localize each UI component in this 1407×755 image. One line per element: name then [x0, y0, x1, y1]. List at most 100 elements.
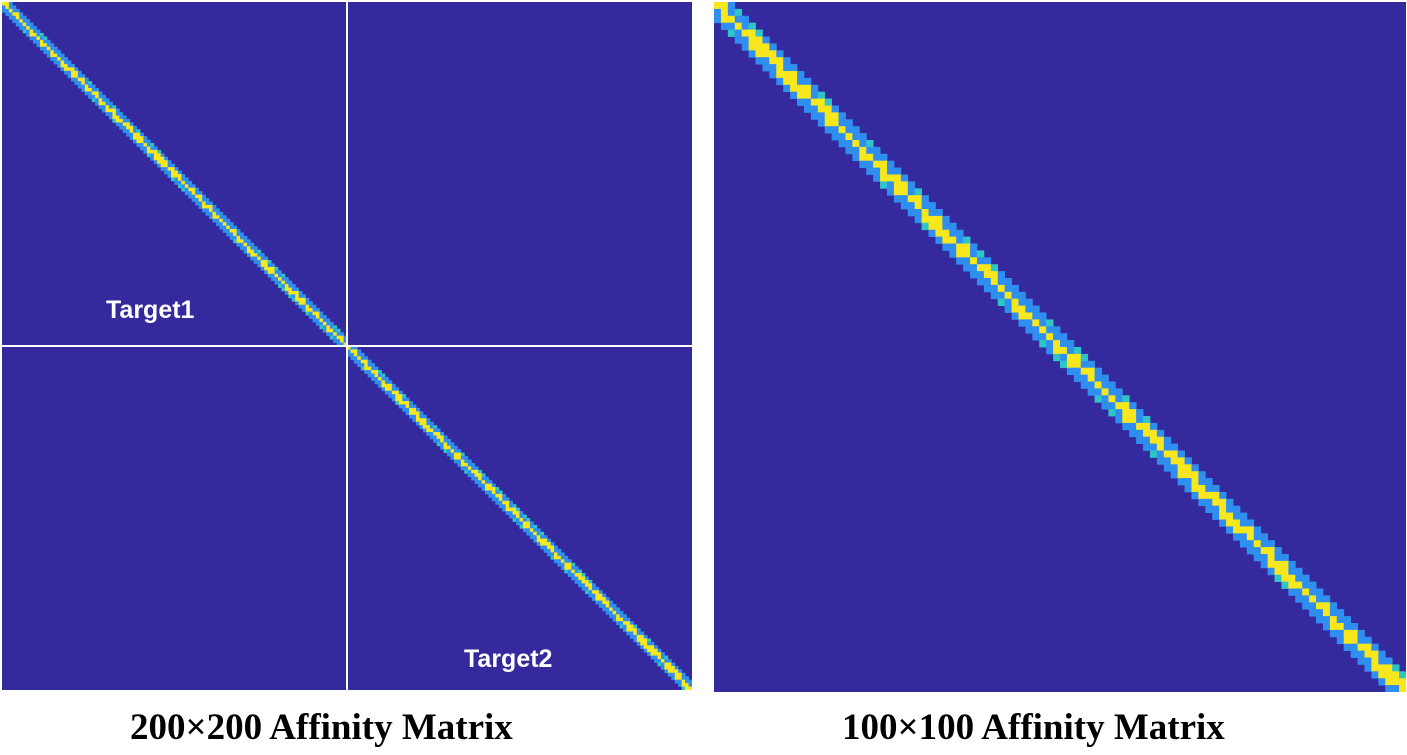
heatmap-cell: [136, 132, 141, 137]
heatmap-cell: [481, 483, 486, 488]
heatmap-cell: [667, 665, 672, 670]
heatmap-cell: [26, 32, 30, 37]
heatmap-cell: [734, 8, 743, 17]
heatmap-cell: [564, 555, 569, 560]
heatmap-cell: [471, 462, 476, 467]
heatmap-cell: [741, 43, 749, 51]
heatmap-cell: [907, 181, 916, 189]
heatmap-cell: [305, 308, 310, 312]
heatmap-cell: [1184, 485, 1192, 493]
heatmap-cell: [467, 459, 472, 464]
heatmap-cell: [22, 26, 27, 30]
heatmap-cell: [319, 318, 324, 323]
heatmap-cell: [8, 5, 13, 10]
heatmap-cell: [574, 573, 579, 577]
heatmap-cell: [1170, 457, 1179, 465]
heatmap-cell: [900, 202, 909, 210]
heatmap-cell: [678, 672, 683, 677]
heatmap-cell: [776, 77, 784, 86]
heatmap-cell: [554, 559, 558, 564]
heatmap-cell: [250, 242, 255, 247]
heatmap-cell: [1004, 305, 1012, 313]
heatmap-cell: [222, 218, 227, 223]
heatmap-cell: [540, 538, 545, 543]
heatmap-cell: [626, 621, 631, 626]
heatmap-cell: [153, 146, 158, 151]
heatmap-cell: [956, 229, 964, 237]
heatmap-cell: [246, 242, 251, 247]
heatmap-cell: [928, 202, 936, 210]
heatmap-cell: [243, 249, 248, 254]
heatmap-cell: [963, 250, 971, 258]
heatmap-cell: [295, 290, 300, 295]
heatmap-cell: [271, 266, 275, 271]
heatmap-cell: [1170, 464, 1179, 472]
heatmap-cell: [219, 211, 224, 216]
heatmap-cell: [762, 43, 770, 51]
heatmap-cell: [1246, 519, 1255, 527]
heatmap-cell: [53, 53, 58, 58]
heatmap-cell: [274, 280, 279, 285]
heatmap-cell: [859, 140, 867, 148]
heatmap-cell: [1219, 505, 1227, 513]
heatmap-cell: [540, 535, 545, 540]
heatmap-cell: [893, 167, 902, 175]
heatmap-cell: [505, 504, 510, 509]
heatmap-cell: [309, 308, 313, 312]
heatmap-cell: [209, 201, 213, 206]
heatmap-cell: [319, 311, 324, 316]
heatmap-cell: [233, 232, 237, 237]
heatmap-cell: [108, 101, 113, 106]
heatmap-cell: [1191, 478, 1199, 486]
heatmap-cell: [12, 8, 17, 13]
heatmap-cell: [378, 376, 382, 381]
heatmap-cell: [557, 552, 562, 557]
heatmap-cell: [1094, 374, 1102, 382]
heatmap-cell: [928, 215, 936, 224]
heatmap-cell: [567, 559, 572, 564]
heatmap-cell: [1080, 381, 1089, 389]
heatmap-cell: [43, 46, 48, 51]
heatmap-cell: [831, 112, 839, 120]
heatmap-cell: [457, 462, 462, 467]
heatmap-cell: [1018, 312, 1026, 320]
heatmap-cell: [84, 81, 89, 85]
heatmap-cell: [1302, 581, 1310, 589]
heatmap-cell: [817, 91, 826, 99]
heatmap-cell: [560, 562, 565, 567]
heatmap-cell: [616, 621, 620, 626]
heatmap-cell: [488, 490, 493, 495]
heatmap-cell: [956, 257, 964, 265]
heatmap-cell: [267, 270, 272, 275]
heatmap-cell: [1149, 443, 1158, 451]
heatmap-cell: [129, 125, 134, 130]
heatmap-cell: [384, 387, 389, 392]
heatmap-cell: [391, 394, 396, 398]
heatmap-cell: [720, 22, 729, 30]
heatmap-cell: [976, 264, 985, 272]
heatmap-cell: [810, 112, 819, 120]
heatmap-cell: [581, 573, 586, 577]
heatmap-cell: [57, 60, 62, 65]
heatmap-cell: [371, 366, 375, 371]
heatmap-cell: [471, 469, 476, 474]
heatmap-cell: [257, 260, 262, 264]
heatmap-cell: [443, 438, 448, 443]
heatmap-cell: [502, 497, 507, 502]
heatmap-cell: [195, 187, 200, 192]
heatmap-cell: [422, 428, 427, 433]
heatmap-cell: [1378, 650, 1386, 658]
heatmap-cell: [205, 208, 210, 213]
heatmap-cell: [1219, 491, 1227, 500]
heatmap-cell: [419, 421, 424, 426]
heatmap-cell: [371, 370, 375, 374]
heatmap-cell: [436, 435, 441, 440]
heatmap-cell: [291, 290, 296, 295]
heatmap-cell: [519, 511, 524, 515]
heatmap-cell: [250, 253, 255, 257]
heatmap-cell: [1046, 347, 1054, 355]
heatmap-cell: [229, 222, 234, 226]
heatmap-cell: [215, 215, 220, 220]
heatmap-cell: [509, 514, 513, 519]
heatmap-cell: [1025, 319, 1033, 327]
